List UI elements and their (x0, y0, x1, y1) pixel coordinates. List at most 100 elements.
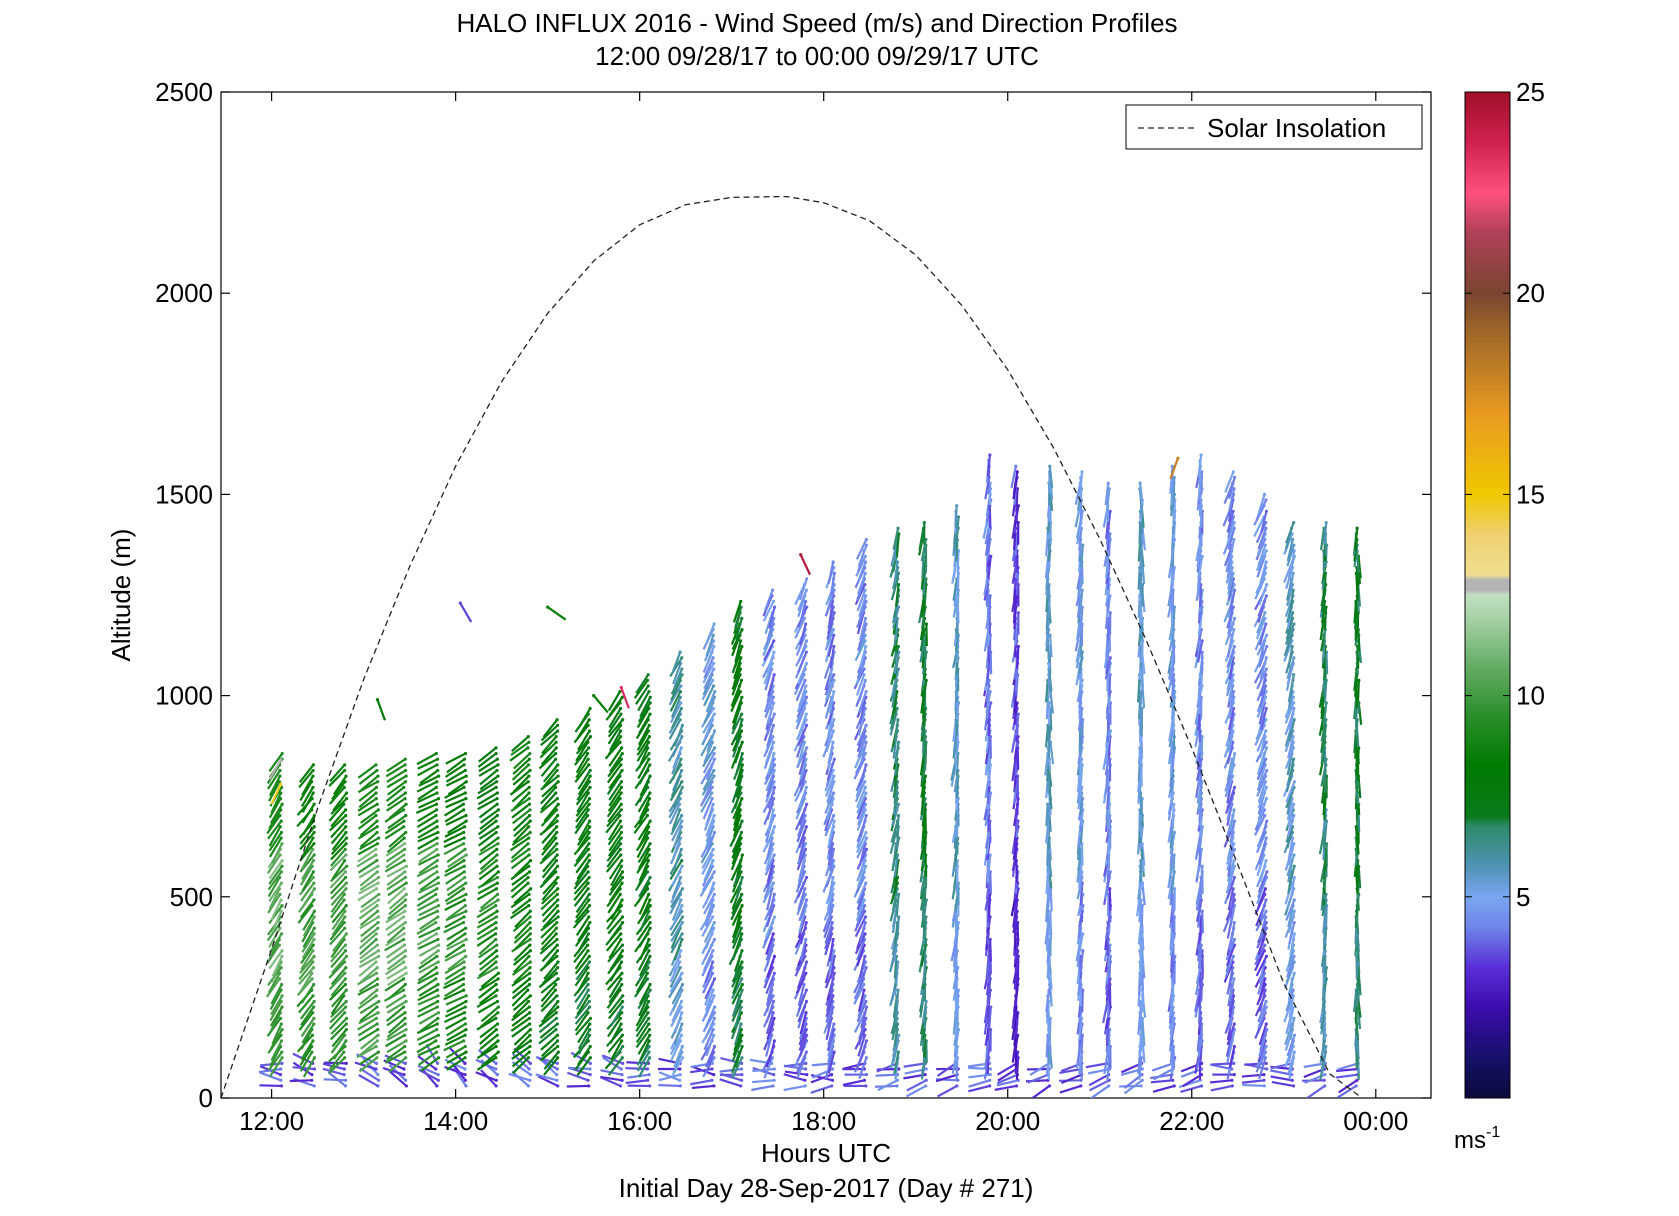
wind-barb-shaft (384, 820, 405, 835)
wind-barb-tip (772, 751, 776, 756)
wind-barb (446, 1027, 468, 1042)
wind-barb-tip (375, 904, 379, 908)
wind-barb (443, 836, 466, 849)
wind-barb (329, 1022, 348, 1041)
wind-barb-shaft (331, 916, 346, 936)
wind-barb-tip (374, 813, 378, 818)
wind-barb-shaft (385, 848, 406, 863)
wind-barb-tip (462, 830, 466, 835)
wind-barb-shaft (384, 859, 405, 873)
wind-barb-tip (587, 960, 592, 964)
wind-barb-shaft (358, 977, 379, 993)
wind-barb-shaft (271, 1023, 283, 1045)
wind-barb-tip (712, 774, 716, 778)
wind-barb-shaft (357, 797, 377, 812)
wind-barb (477, 999, 500, 1014)
wind-barb-shaft (384, 1034, 406, 1048)
wind-barb-tip (712, 1073, 716, 1077)
wind-barb (359, 1067, 381, 1082)
wind-barb (384, 808, 406, 823)
wind-barb-shaft (415, 803, 437, 814)
wind-barb-tip (588, 1005, 592, 1009)
wind-barb-shaft (329, 764, 346, 782)
wind-barb-tip (464, 926, 468, 930)
wind-barb (444, 785, 466, 799)
wind-barb-tip (647, 949, 651, 953)
wind-barb-tip (462, 757, 467, 761)
wind-barb-shaft (298, 876, 315, 896)
wind-barb-tip (679, 847, 683, 851)
wind-barb-tip (554, 1011, 558, 1015)
wind-barb (301, 802, 316, 824)
wind-barb-tip (679, 999, 684, 1004)
wind-barb-tip (955, 1084, 959, 1088)
wind-barb-shaft (330, 1000, 347, 1018)
wind-barb-tip (464, 813, 468, 818)
wind-barb-tip (587, 830, 591, 835)
wind-barb-tip (376, 864, 380, 868)
wind-barb-shaft (270, 984, 283, 1005)
wind-barb-tip (772, 650, 776, 654)
wind-barb-tip (278, 813, 282, 818)
wind-barb-tip (463, 751, 468, 756)
wind-barb-tip (647, 1073, 651, 1077)
wind-barb-tip (311, 785, 315, 789)
wind-barb-shaft (446, 876, 466, 892)
wind-barb-tip (494, 966, 499, 970)
wind-barb-tip (374, 853, 378, 857)
wind-barb-tip (343, 1044, 347, 1049)
wind-barb-tip (528, 926, 533, 930)
wind-barb-tip (646, 684, 650, 688)
wind-barb-tip (344, 1061, 348, 1065)
wind-barb-tip (375, 819, 379, 823)
wind-barb-shaft (357, 803, 378, 817)
wind-barb (384, 1033, 407, 1048)
wind-barb-tip (344, 966, 348, 970)
wind-barb-tip (463, 1073, 467, 1077)
wind-barb-tip (679, 706, 683, 711)
wind-barb (444, 898, 466, 911)
wind-barb (387, 887, 406, 905)
wind-barb (388, 892, 408, 910)
wind-barb-tip (554, 746, 558, 750)
wind-barb-tip (678, 808, 682, 812)
wind-barb-tip (740, 819, 744, 823)
wind-barb (418, 870, 439, 885)
wind-barb-tip (280, 751, 284, 756)
wind-barb (270, 994, 284, 1016)
wind-barb (386, 920, 407, 937)
wind-barb-shaft (417, 899, 438, 912)
wind-barb (299, 853, 316, 873)
wind-barb (384, 825, 406, 840)
wind-barb (358, 1027, 380, 1042)
wind-barb-tip (375, 943, 379, 947)
wind-barb (330, 988, 348, 1008)
wind-barb-shaft (329, 1023, 348, 1041)
wind-barb-tip (678, 875, 683, 880)
wind-barb-shaft (447, 854, 467, 868)
wind-barb-tip (279, 870, 283, 874)
wind-barb-tip (740, 1044, 744, 1049)
wind-barb-tip (494, 746, 498, 750)
wind-barb-tip (619, 977, 623, 981)
wind-barb-tip (647, 735, 652, 739)
wind-barb-tip (343, 768, 347, 773)
wind-barb-tip (435, 971, 439, 975)
wind-barb-shaft (385, 854, 405, 869)
wind-barb-shaft (332, 933, 348, 952)
wind-barb-tip (587, 718, 591, 722)
wind-barb-tip (804, 971, 808, 975)
wind-barb-tip (740, 892, 744, 896)
wind-barb-tip (344, 853, 348, 857)
wind-barb-tip (620, 949, 625, 953)
wind-barb-shaft (387, 904, 407, 920)
wind-barb-tip (375, 870, 379, 874)
wind-barb-shaft (299, 972, 313, 993)
wind-barb-shaft (331, 1028, 348, 1048)
wind-barb-shaft (268, 809, 282, 830)
wind-barb-tip (280, 864, 284, 868)
wind-barb (385, 1005, 406, 1022)
wind-barb-tip (343, 977, 347, 981)
wind-barb (259, 1084, 284, 1088)
wind-barb-tip (620, 768, 624, 773)
